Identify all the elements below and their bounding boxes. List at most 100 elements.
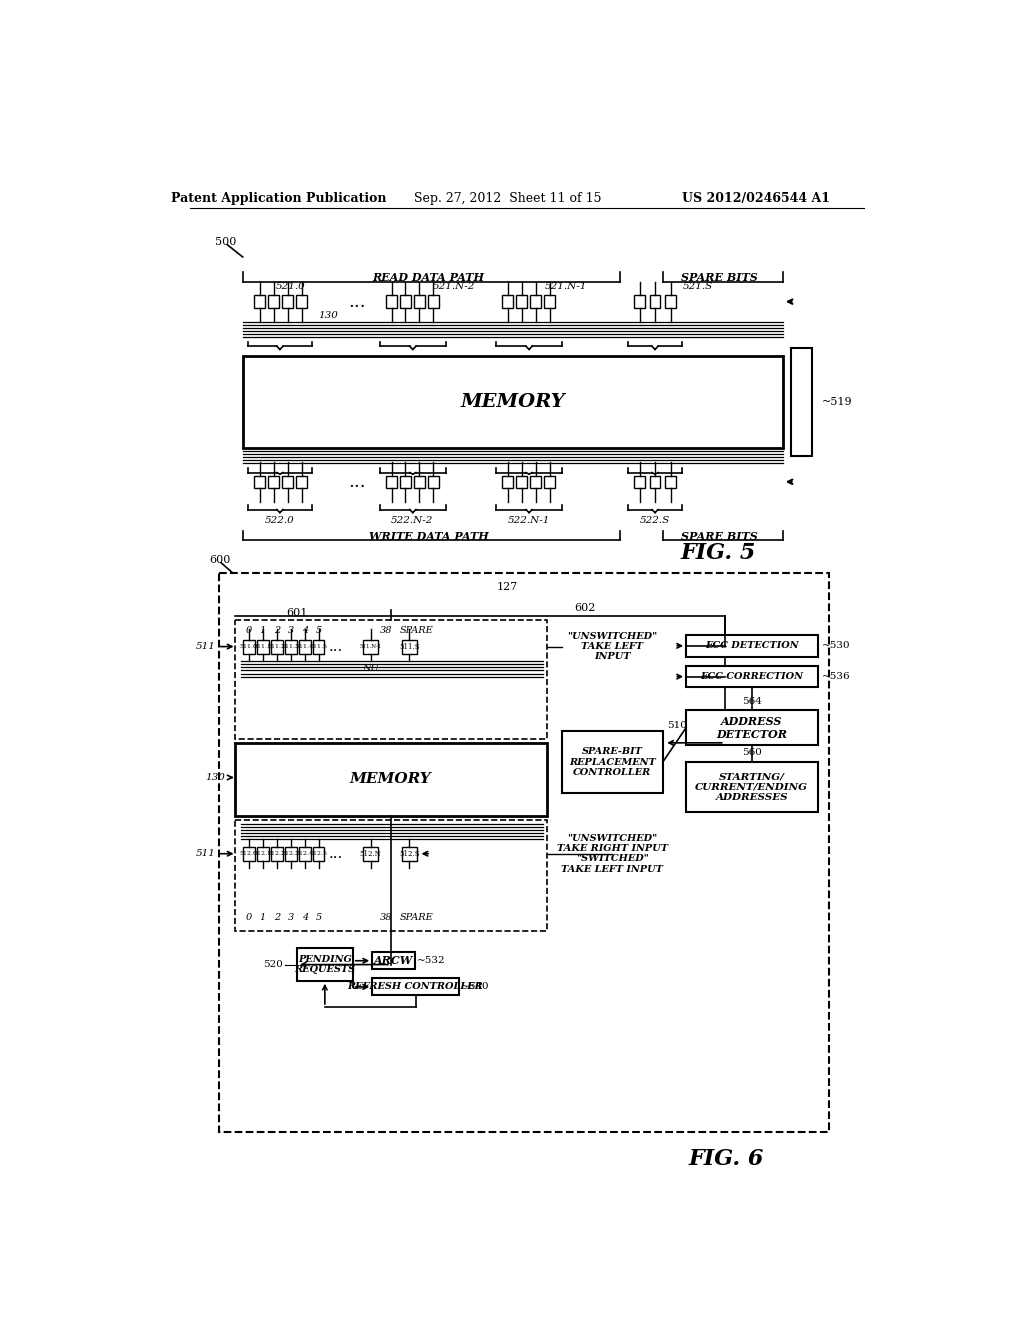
Text: 0: 0 bbox=[246, 626, 252, 635]
Text: 522.N-2: 522.N-2 bbox=[391, 516, 433, 525]
Text: 130: 130 bbox=[317, 312, 338, 319]
Bar bbox=[649, 296, 660, 308]
Bar bbox=[562, 731, 663, 793]
Bar bbox=[268, 475, 280, 488]
Bar bbox=[243, 640, 255, 653]
Text: 127: 127 bbox=[497, 582, 518, 593]
Text: 601: 601 bbox=[287, 609, 307, 619]
Text: READ DATA PATH: READ DATA PATH bbox=[373, 272, 484, 284]
Text: 522.S: 522.S bbox=[640, 516, 670, 525]
Text: 511.5: 511.5 bbox=[309, 644, 328, 649]
Text: 38: 38 bbox=[380, 913, 392, 923]
Text: 512.3: 512.3 bbox=[282, 851, 300, 857]
Text: ECC DETECTION: ECC DETECTION bbox=[706, 642, 799, 651]
Bar bbox=[296, 296, 307, 308]
Text: 38: 38 bbox=[380, 626, 392, 635]
Bar bbox=[686, 762, 818, 812]
Text: MEMORY: MEMORY bbox=[461, 393, 565, 411]
Bar bbox=[219, 573, 829, 1133]
Text: US 2012/0246544 A1: US 2012/0246544 A1 bbox=[682, 191, 829, 205]
Text: 130: 130 bbox=[206, 774, 225, 781]
Text: 512.5: 512.5 bbox=[309, 851, 328, 857]
Text: 522.N-1: 522.N-1 bbox=[508, 516, 550, 525]
Text: 521.N-2: 521.N-2 bbox=[432, 281, 475, 290]
Bar bbox=[299, 640, 310, 653]
Bar bbox=[299, 847, 310, 861]
Text: 512.4: 512.4 bbox=[296, 851, 313, 857]
Text: 510: 510 bbox=[667, 721, 686, 730]
Text: NU: NU bbox=[362, 664, 379, 673]
Text: SPARE: SPARE bbox=[400, 626, 434, 635]
Text: 5: 5 bbox=[315, 626, 322, 635]
Bar bbox=[414, 475, 425, 488]
Bar bbox=[372, 952, 415, 969]
Bar bbox=[665, 475, 676, 488]
Bar bbox=[362, 640, 378, 653]
Bar bbox=[649, 475, 660, 488]
Text: "UNSWITCHED"
TAKE LEFT
INPUT: "UNSWITCHED" TAKE LEFT INPUT bbox=[567, 632, 657, 661]
Bar bbox=[530, 475, 541, 488]
Text: ~519: ~519 bbox=[821, 397, 852, 407]
Text: 4: 4 bbox=[302, 913, 308, 923]
Bar bbox=[268, 296, 280, 308]
Text: 511.2: 511.2 bbox=[268, 644, 286, 649]
Text: 2: 2 bbox=[273, 626, 280, 635]
Bar bbox=[400, 296, 411, 308]
Text: ARCW: ARCW bbox=[374, 956, 413, 966]
Text: 521.S: 521.S bbox=[683, 281, 713, 290]
Bar bbox=[791, 348, 812, 455]
Bar bbox=[243, 355, 783, 447]
Text: 602: 602 bbox=[574, 603, 596, 612]
Text: STARTING/
CURRENT/ENDING
ADDRESSES: STARTING/ CURRENT/ENDING ADDRESSES bbox=[695, 772, 808, 803]
Text: 1: 1 bbox=[260, 626, 266, 635]
Bar bbox=[271, 847, 283, 861]
Bar bbox=[686, 635, 818, 656]
Bar bbox=[257, 847, 268, 861]
Bar bbox=[516, 475, 527, 488]
Bar bbox=[634, 475, 645, 488]
Text: 511: 511 bbox=[196, 849, 216, 858]
Text: ...: ... bbox=[348, 473, 366, 491]
Bar bbox=[257, 640, 268, 653]
Bar bbox=[234, 820, 547, 932]
Bar bbox=[386, 296, 397, 308]
Text: 512.0: 512.0 bbox=[240, 851, 258, 857]
Bar bbox=[234, 619, 547, 739]
Text: MEMORY: MEMORY bbox=[350, 772, 431, 787]
Bar bbox=[254, 296, 265, 308]
Bar bbox=[243, 847, 255, 861]
Text: FIG. 6: FIG. 6 bbox=[688, 1148, 764, 1171]
Bar bbox=[285, 640, 297, 653]
Text: FIG. 5: FIG. 5 bbox=[680, 541, 756, 564]
Text: ...: ... bbox=[329, 640, 343, 653]
Text: WRITE DATA PATH: WRITE DATA PATH bbox=[369, 531, 488, 543]
Text: 512.N: 512.N bbox=[359, 850, 382, 858]
Text: 3: 3 bbox=[288, 626, 294, 635]
Text: 511.3: 511.3 bbox=[282, 644, 300, 649]
Text: 512.2: 512.2 bbox=[268, 851, 286, 857]
Text: ~536: ~536 bbox=[821, 672, 850, 681]
Text: ~530: ~530 bbox=[821, 642, 850, 651]
Text: 521.N-1: 521.N-1 bbox=[545, 281, 587, 290]
Text: 3: 3 bbox=[288, 913, 294, 923]
Text: 511.1: 511.1 bbox=[254, 644, 271, 649]
Text: 2: 2 bbox=[273, 913, 280, 923]
Bar bbox=[313, 847, 325, 861]
Bar bbox=[372, 978, 459, 995]
Bar bbox=[544, 475, 555, 488]
Text: 600: 600 bbox=[209, 554, 230, 565]
Text: ...: ... bbox=[348, 293, 366, 310]
Text: SPARE: SPARE bbox=[400, 913, 434, 923]
Bar bbox=[297, 948, 352, 981]
Text: 4: 4 bbox=[302, 626, 308, 635]
Bar bbox=[234, 743, 547, 816]
Bar bbox=[401, 640, 417, 653]
Text: 511.4: 511.4 bbox=[296, 644, 313, 649]
Text: ADDRESS
DETECTOR: ADDRESS DETECTOR bbox=[717, 715, 787, 739]
Text: 0: 0 bbox=[246, 913, 252, 923]
Bar bbox=[686, 665, 818, 688]
Bar bbox=[686, 710, 818, 744]
Bar bbox=[503, 475, 513, 488]
Bar bbox=[283, 296, 293, 308]
Text: Sep. 27, 2012  Sheet 11 of 15: Sep. 27, 2012 Sheet 11 of 15 bbox=[414, 191, 601, 205]
